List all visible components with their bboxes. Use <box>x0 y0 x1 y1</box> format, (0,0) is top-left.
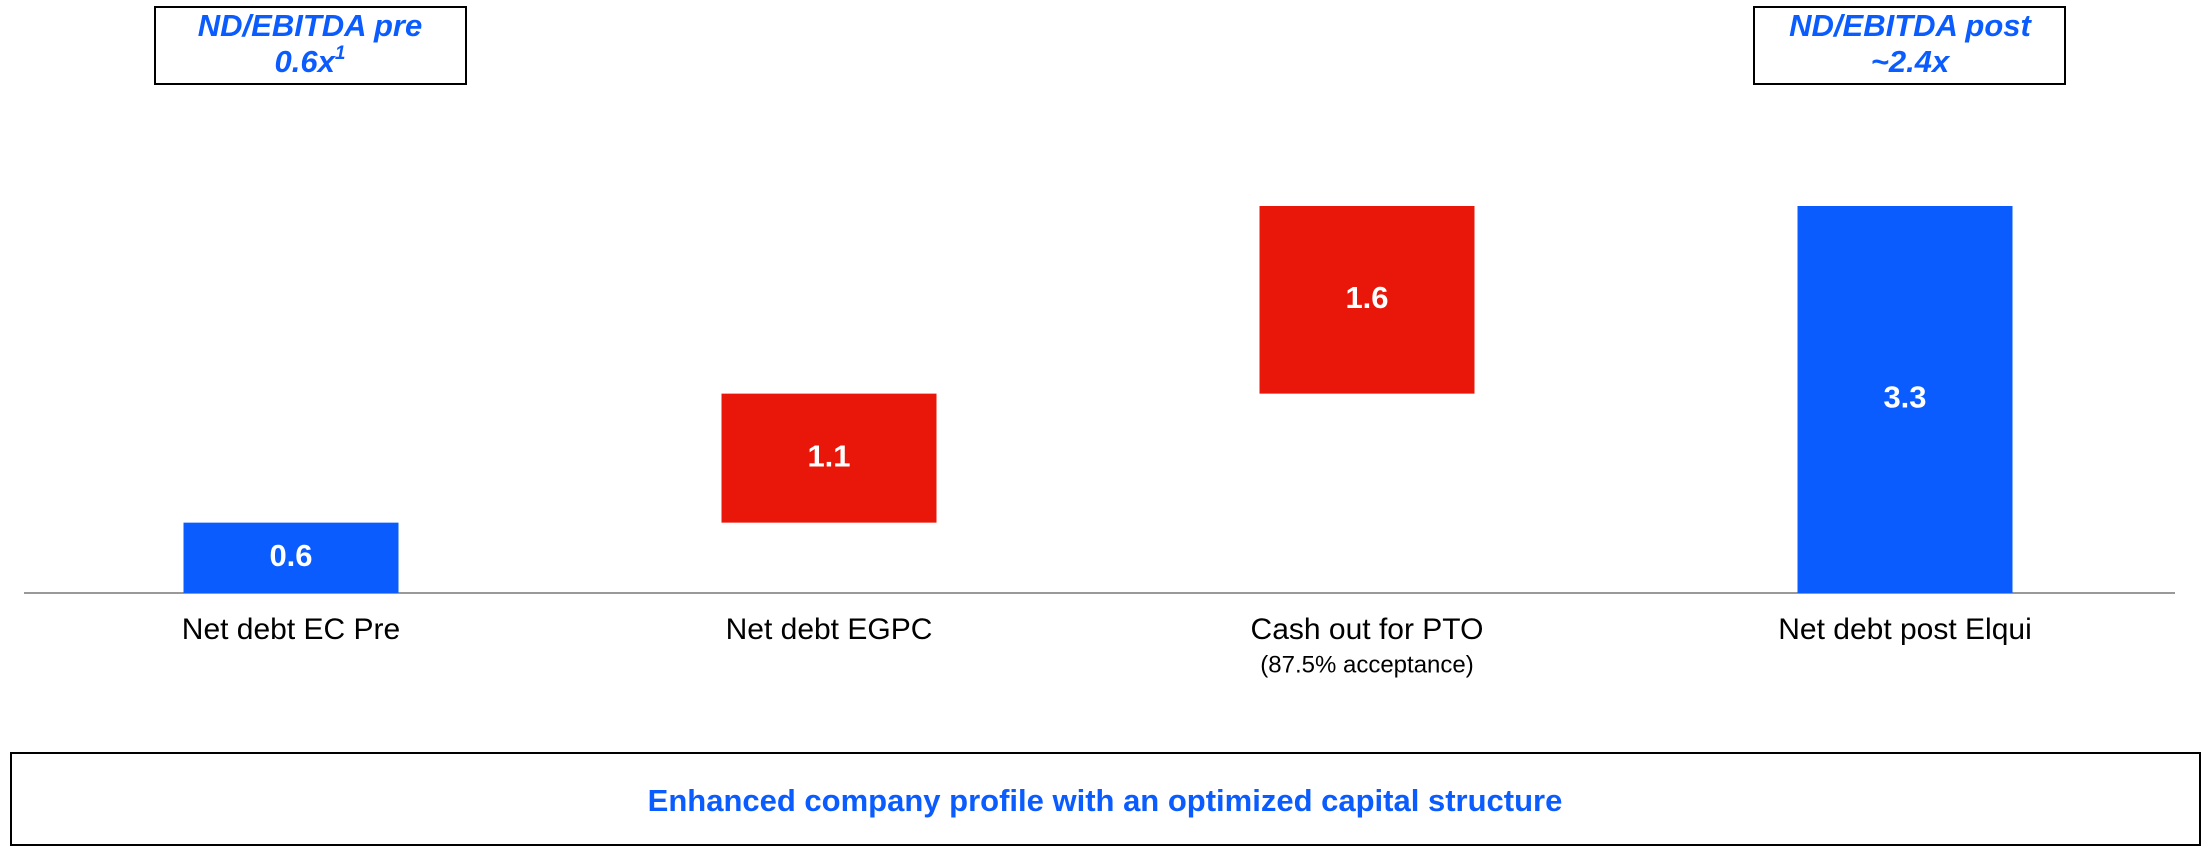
annotation-pre: ND/EBITDA pre 0.6x1 <box>154 6 467 85</box>
annotation-box <box>1753 6 2066 85</box>
value-label: 0.6 <box>269 538 312 573</box>
x-tick-label: Net debt post Elqui <box>1778 613 2032 646</box>
bar <box>721 393 937 523</box>
bar <box>1797 206 2013 593</box>
value-label: 1.1 <box>807 438 850 473</box>
annotation-label: ND/EBITDA pre <box>198 8 422 43</box>
footer-text: Enhanced company profile with an optimiz… <box>648 783 1563 818</box>
x-tick-label: Cash out for PTO <box>1251 613 1484 646</box>
x-tick-label: Net debt EC Pre <box>182 613 400 646</box>
annotation-value: 0.6x1 <box>275 43 346 79</box>
annotation-value-text: ~2.4x <box>1871 44 1951 79</box>
value-label: 3.3 <box>1883 380 1926 415</box>
x-tick-label: Net debt EGPC <box>726 613 933 646</box>
bar <box>1259 206 1475 394</box>
x-tick-note: (87.5% acceptance) <box>1260 651 1473 678</box>
value-label: 1.6 <box>1345 280 1388 315</box>
footer-box <box>10 752 2201 846</box>
annotation-post: ND/EBITDA post ~2.4x <box>1753 6 2066 85</box>
annotation-label: ND/EBITDA post <box>1789 8 2032 43</box>
annotation-box <box>154 6 467 85</box>
annotation-text: ND/EBITDA pre <box>198 8 422 43</box>
annotation-value-text: 0.6x <box>275 44 337 79</box>
bar <box>183 522 399 593</box>
annotation-footnote: 1 <box>335 43 346 64</box>
